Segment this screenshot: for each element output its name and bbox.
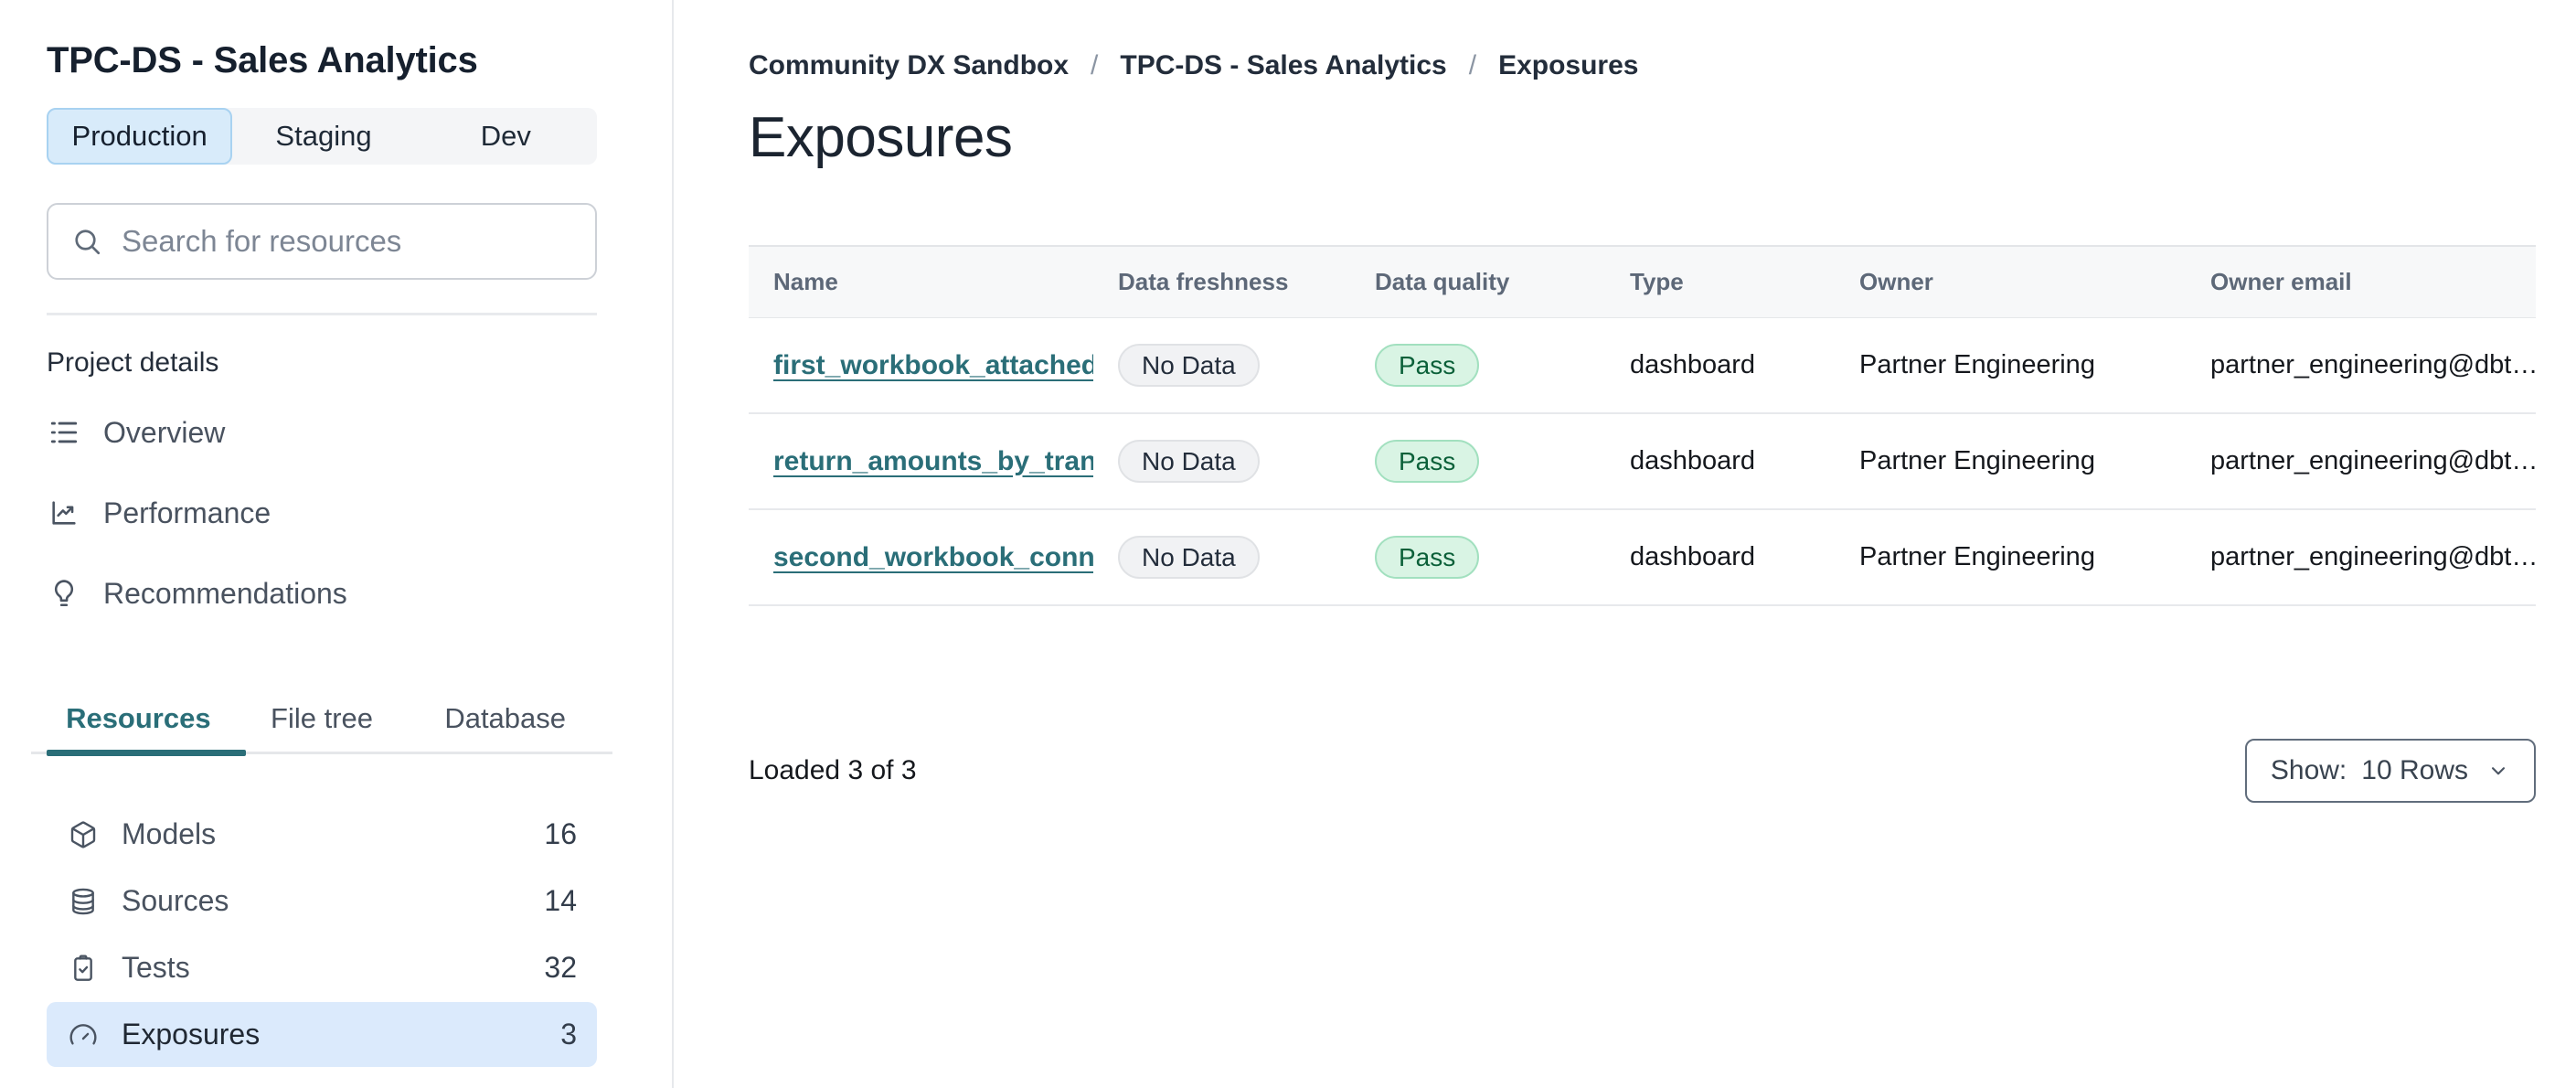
type-cell: dashboard (1630, 446, 1756, 475)
owner-cell: Partner Engineering (1859, 350, 2095, 379)
owner-cell: Partner Engineering (1859, 446, 2095, 475)
tab-resources[interactable]: Resources (66, 702, 211, 734)
sidebar-item-label: Sources (122, 884, 229, 917)
project-details-heading: Project details (47, 347, 219, 378)
search-icon (70, 225, 103, 258)
active-tab-underline (47, 750, 246, 756)
loaded-status: Loaded 3 of 3 (749, 755, 917, 785)
tab-database[interactable]: Database (444, 702, 567, 734)
table-footer: Loaded 3 of 3 Show: 10 Rows (749, 739, 2536, 803)
cube-icon (69, 820, 98, 849)
quality-badge: Pass (1375, 440, 1480, 483)
breadcrumb: Community DX Sandbox / TPC-DS - Sales An… (749, 48, 2535, 84)
chart-line-icon (48, 497, 80, 528)
sidebar-item-recommendations[interactable]: Recommendations (47, 553, 597, 634)
sidebar-item-performance[interactable]: Performance (47, 473, 597, 553)
breadcrumb-account[interactable]: Community DX Sandbox (749, 50, 1070, 80)
exposure-name: second_workbook_conn (773, 541, 1093, 572)
lightbulb-icon (48, 578, 80, 609)
quality-badge: Pass (1375, 344, 1480, 387)
owner-email-cell: partner_engineering@dbt… (2210, 350, 2536, 379)
resource-count: 16 (544, 817, 577, 850)
sidebar-item-overview[interactable]: Overview (47, 392, 597, 473)
project-title: TPC-DS - Sales Analytics (47, 40, 478, 80)
breadcrumb-separator: / (1468, 50, 1477, 80)
sidebar-item-label: Performance (103, 496, 271, 529)
sidebar-item-label: Models (122, 817, 217, 850)
exposure-name: return_amounts_by_tran (773, 445, 1093, 476)
sidebar-divider (47, 313, 597, 315)
table-row: second_workbook_conn… No Data Pass dashb… (749, 510, 2536, 606)
owner-email-cell: partner_engineering@dbt… (2210, 446, 2536, 475)
list-icon (48, 417, 80, 448)
database-icon (69, 887, 98, 916)
table-row: first_workbook_attached… No Data Pass da… (749, 318, 2536, 414)
owner-email-cell: partner_engineering@dbt… (2210, 542, 2536, 571)
tab-production[interactable]: Production (47, 108, 233, 165)
type-cell: dashboard (1630, 350, 1756, 379)
show-label: Show: (2270, 755, 2347, 785)
sidebar-item-partial[interactable] (47, 1080, 597, 1088)
column-header-owner-email: Owner email (2210, 268, 2352, 295)
page-title: Exposures (749, 106, 1013, 169)
resource-view-tabs: Resources File tree Database (31, 687, 612, 756)
resource-count: 32 (544, 951, 577, 984)
tab-staging[interactable]: Staging (275, 120, 372, 152)
clipboard-check-icon (69, 954, 98, 983)
sidebar-item-tests[interactable]: Tests 32 (47, 935, 597, 1000)
sidebar-item-label: Overview (103, 415, 226, 449)
freshness-badge: No Data (1118, 440, 1260, 483)
search-input[interactable] (122, 224, 573, 259)
breadcrumb-separator: / (1091, 50, 1099, 80)
type-cell: dashboard (1630, 542, 1756, 571)
column-header-name: Name (773, 268, 838, 295)
column-header-freshness: Data freshness (1118, 268, 1289, 295)
tabs-underline (31, 752, 612, 754)
breadcrumb-current: Exposures (1498, 50, 1639, 80)
resource-count: 3 (560, 1018, 577, 1051)
exposure-name-link[interactable]: second_workbook_conn… (773, 542, 1093, 573)
chevron-down-icon (2486, 759, 2510, 783)
resource-count: 14 (544, 884, 577, 917)
gauge-icon (69, 1020, 98, 1050)
exposure-name-link[interactable]: return_amounts_by_tran… (773, 446, 1093, 477)
sidebar-item-sources[interactable]: Sources 14 (47, 869, 597, 933)
search-box[interactable] (47, 203, 597, 280)
sidebar: TPC-DS - Sales Analytics Production Stag… (0, 0, 674, 1088)
project-details-nav: Overview Performance Recommendations (47, 392, 597, 634)
column-header-quality: Data quality (1375, 268, 1510, 295)
sidebar-item-exposures[interactable]: Exposures 3 (47, 1002, 597, 1067)
page-size-select[interactable]: Show: 10 Rows (2244, 739, 2536, 803)
sidebar-item-label: Exposures (122, 1018, 261, 1051)
exposure-name: first_workbook_attached (773, 349, 1093, 380)
sidebar-item-label: Tests (122, 951, 190, 984)
freshness-badge: No Data (1118, 536, 1260, 579)
sidebar-item-label: Recommendations (103, 576, 347, 610)
tab-dev[interactable]: Dev (480, 120, 531, 152)
table-header-row: Name Data freshness Data quality Type Ow… (749, 245, 2536, 318)
resource-list: Models 16 Sources 14 (47, 802, 597, 1088)
breadcrumb-project[interactable]: TPC-DS - Sales Analytics (1120, 50, 1447, 80)
environment-tabs: Production Staging Dev (47, 108, 597, 165)
exposure-name-link[interactable]: first_workbook_attached… (773, 350, 1093, 381)
freshness-badge: No Data (1118, 344, 1260, 387)
sidebar-item-models[interactable]: Models 16 (47, 802, 597, 867)
tab-file-tree[interactable]: File tree (271, 702, 373, 734)
exposures-table: Name Data freshness Data quality Type Ow… (749, 245, 2536, 606)
column-header-type: Type (1630, 268, 1684, 295)
owner-cell: Partner Engineering (1859, 542, 2095, 571)
column-header-owner: Owner (1859, 268, 1933, 295)
main-content: Community DX Sandbox / TPC-DS - Sales An… (676, 0, 2576, 1088)
page-size-value: 10 Rows (2361, 755, 2468, 785)
table-row: return_amounts_by_tran… No Data Pass das… (749, 414, 2536, 510)
quality-badge: Pass (1375, 536, 1480, 579)
